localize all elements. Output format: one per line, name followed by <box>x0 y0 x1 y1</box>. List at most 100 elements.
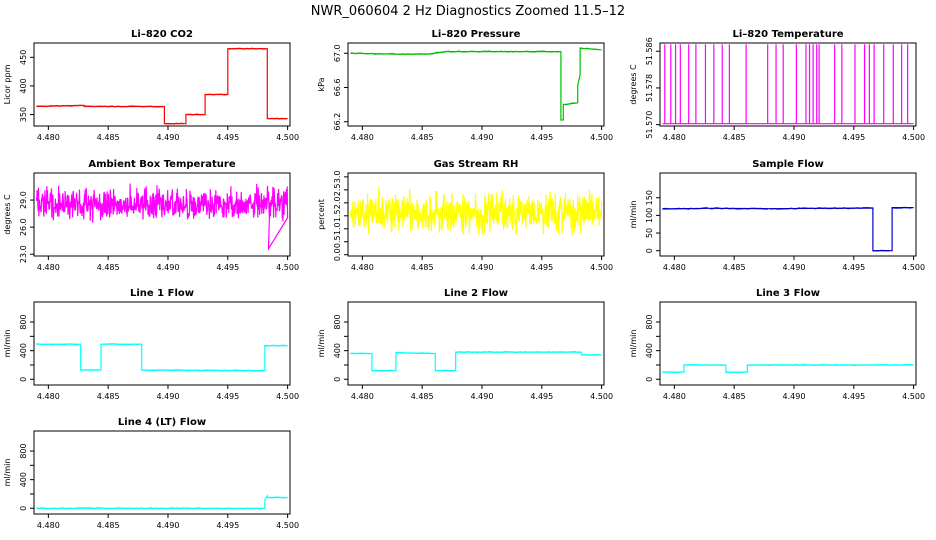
y-tick-label: 1.5 <box>333 209 342 222</box>
series-line <box>350 351 602 372</box>
series-line <box>36 494 288 509</box>
x-tick-label: 4.490 <box>783 133 806 142</box>
y-tick-label: 0 <box>645 248 654 253</box>
x-tick-label: 4.480 <box>351 392 374 401</box>
x-tick-label: 4.480 <box>37 521 60 530</box>
panel-title: Line 4 (LT) Flow <box>118 417 206 428</box>
series-jitter <box>36 343 80 346</box>
series-line <box>662 364 914 373</box>
x-tick-label: 4.480 <box>351 133 374 142</box>
x-tick-label: 4.485 <box>723 392 746 401</box>
series-line <box>349 187 603 236</box>
x-tick-label: 4.490 <box>471 133 494 142</box>
x-tick-label: 4.485 <box>97 263 120 272</box>
y-axis-label: percent <box>317 199 326 230</box>
y-tick-label: 29.0 <box>19 191 28 209</box>
plot-frame <box>347 42 605 127</box>
y-tick-label: 800 <box>645 314 654 329</box>
series-jitter <box>725 371 745 374</box>
plot-frame <box>347 301 605 386</box>
series-jitter <box>428 50 446 55</box>
x-tick-label: 4.490 <box>157 263 180 272</box>
x-tick-label: 4.490 <box>157 521 180 530</box>
x-tick-label: 4.480 <box>37 392 60 401</box>
series-jitter <box>563 102 576 106</box>
plot-frame <box>659 42 917 127</box>
plot-frame <box>33 301 291 386</box>
panel-title: Li–820 Temperature <box>732 29 843 40</box>
series-jitter <box>264 344 287 347</box>
y-tick-label: 400 <box>19 472 28 487</box>
series-line <box>36 48 288 125</box>
series-jitter <box>662 207 708 210</box>
y-tick-label: 67.0 <box>333 44 342 62</box>
x-tick-label: 4.490 <box>157 392 180 401</box>
panel-licor-temp: Li–820 Temperature degrees C 4.480 4.485 4.4… <box>629 29 925 142</box>
plot-frame <box>659 301 917 386</box>
y-tick-label: 0.5 <box>333 235 342 248</box>
series-line <box>35 183 289 252</box>
series-jitter <box>371 369 394 372</box>
series-jitter <box>350 352 370 355</box>
series-jitter <box>267 496 287 499</box>
panels: Li–820 CO2 Licor ppm 4.480 4.485 4.490 4.495 4… <box>3 29 925 530</box>
y-tick-label: 66.6 <box>333 79 342 97</box>
y-tick-label: 150 <box>645 190 654 205</box>
x-tick-label: 4.480 <box>663 133 686 142</box>
x-tick-label: 4.500 <box>902 133 925 142</box>
x-tick-label: 4.495 <box>216 263 239 272</box>
x-tick-label: 4.500 <box>276 133 299 142</box>
y-axis-label: degrees C <box>629 64 638 105</box>
x-tick-label: 4.485 <box>723 133 746 142</box>
y-tick-label: 0 <box>645 377 654 382</box>
x-tick-label: 4.485 <box>97 521 120 530</box>
x-tick-label: 4.490 <box>783 263 806 272</box>
series-jitter <box>710 207 768 210</box>
x-tick-label: 4.490 <box>471 263 494 272</box>
x-tick-label: 4.480 <box>663 263 686 272</box>
panel-title: Ambient Box Temperature <box>88 159 235 170</box>
y-tick-label: 26.0 <box>19 218 28 236</box>
panel-line3-flow: Line 3 Flow ml/min 4.480 4.485 4.490 4.495 4.5… <box>629 288 925 401</box>
page-title: NWR_060604 2 Hz Diagnostics Zoomed 11.5–… <box>311 4 625 19</box>
series-jitter <box>435 369 455 372</box>
x-tick-label: 4.495 <box>842 263 865 272</box>
y-tick-label: 51.570 <box>645 111 654 139</box>
series-line <box>662 207 914 252</box>
series-line <box>350 47 602 121</box>
y-tick-label: 450 <box>19 50 28 65</box>
y-axis-label: Licor ppm <box>3 64 12 104</box>
x-tick-label: 4.490 <box>157 133 180 142</box>
series-jitter <box>36 507 264 510</box>
y-tick-label: 1.0 <box>333 222 342 235</box>
y-axis-label: ml/min <box>3 459 12 487</box>
x-tick-label: 4.500 <box>902 392 925 401</box>
series-jitter <box>581 353 601 357</box>
y-tick-label: 3.0 <box>333 171 342 184</box>
series-jitter <box>579 47 600 51</box>
panel-title: Gas Stream RH <box>434 159 519 170</box>
series-jitter <box>398 53 428 56</box>
x-tick-label: 4.480 <box>37 133 60 142</box>
x-tick-label: 4.495 <box>530 392 553 401</box>
y-tick-label: 400 <box>645 343 654 358</box>
panel-sample-flow: Sample Flow ml/min 4.480 4.485 4.490 4.495 4.5… <box>629 159 925 272</box>
series-jitter <box>395 351 435 355</box>
series-jitter <box>84 105 164 108</box>
panel-line4-flow: Line 4 (LT) Flow ml/min 4.480 4.485 4.490 4.4… <box>3 417 299 530</box>
x-tick-label: 4.485 <box>97 133 120 142</box>
series-jitter <box>445 50 559 53</box>
y-tick-label: 800 <box>333 314 342 329</box>
series-jitter <box>80 369 100 371</box>
y-tick-label: 51.578 <box>645 74 654 102</box>
x-tick-label: 4.480 <box>37 263 60 272</box>
series-jitter <box>141 369 264 372</box>
y-tick-label: 66.2 <box>333 113 342 131</box>
y-axis-label: kPa <box>317 77 326 91</box>
series-jitter <box>164 122 184 125</box>
y-tick-label: 800 <box>19 443 28 458</box>
x-tick-label: 4.500 <box>902 263 925 272</box>
series-jitter <box>770 207 871 210</box>
series-jitter <box>267 117 287 120</box>
